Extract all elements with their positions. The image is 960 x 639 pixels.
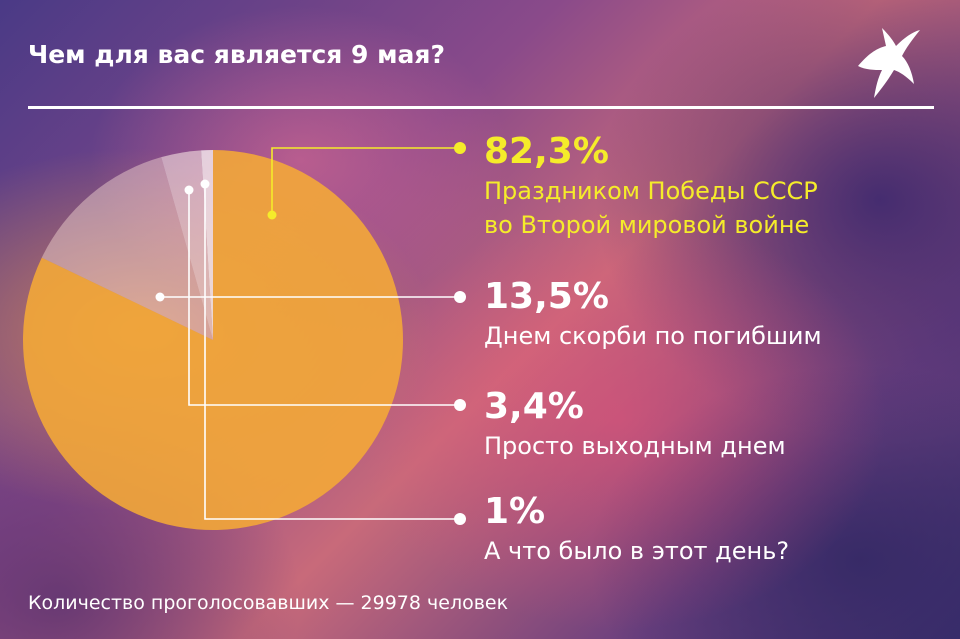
slice-description-3-line-1: Просто выходным днем [484,432,786,460]
slice-label-3: 3,4% Просто выходным днем [484,385,786,463]
slice-description-2-line-1: Днем скорби по погибшим [484,322,822,350]
slice-description-1-line-2: во Второй мировой войне [484,211,810,239]
slice-percent-1: 82,3% [484,131,609,172]
voters-count-footer: Количество проголосовавших — 29978 челов… [28,592,509,614]
slice-label-2: 13,5% Днем скорби по погибшим [484,275,822,353]
slice-label-1: 82,3% Праздником Победы СССР во Второй мир… [484,130,818,242]
pie-slice-1 [22,150,403,530]
slice-percent-4: 1% [484,491,546,532]
leader-line-2 [155,291,466,303]
pie-slice-2 [41,157,213,340]
pie-slice-3 [161,150,213,340]
slice-label-4: 1% А что было в этот день? [484,490,789,568]
slice-description-1-line-1: Праздником Победы СССР [484,177,818,205]
bird-icon [858,28,920,98]
slice-percent-3: 3,4% [484,386,584,427]
title-divider [28,106,934,109]
chart-title: Чем для вас является 9 мая? [28,40,445,69]
pie-slice-4 [201,150,213,340]
leader-line-4 [200,179,466,525]
leader-line-3 [184,185,466,411]
slice-percent-2: 13,5% [484,276,609,317]
leader-line-1 [267,142,466,220]
slice-description-4-line-1: А что было в этот день? [484,537,790,565]
